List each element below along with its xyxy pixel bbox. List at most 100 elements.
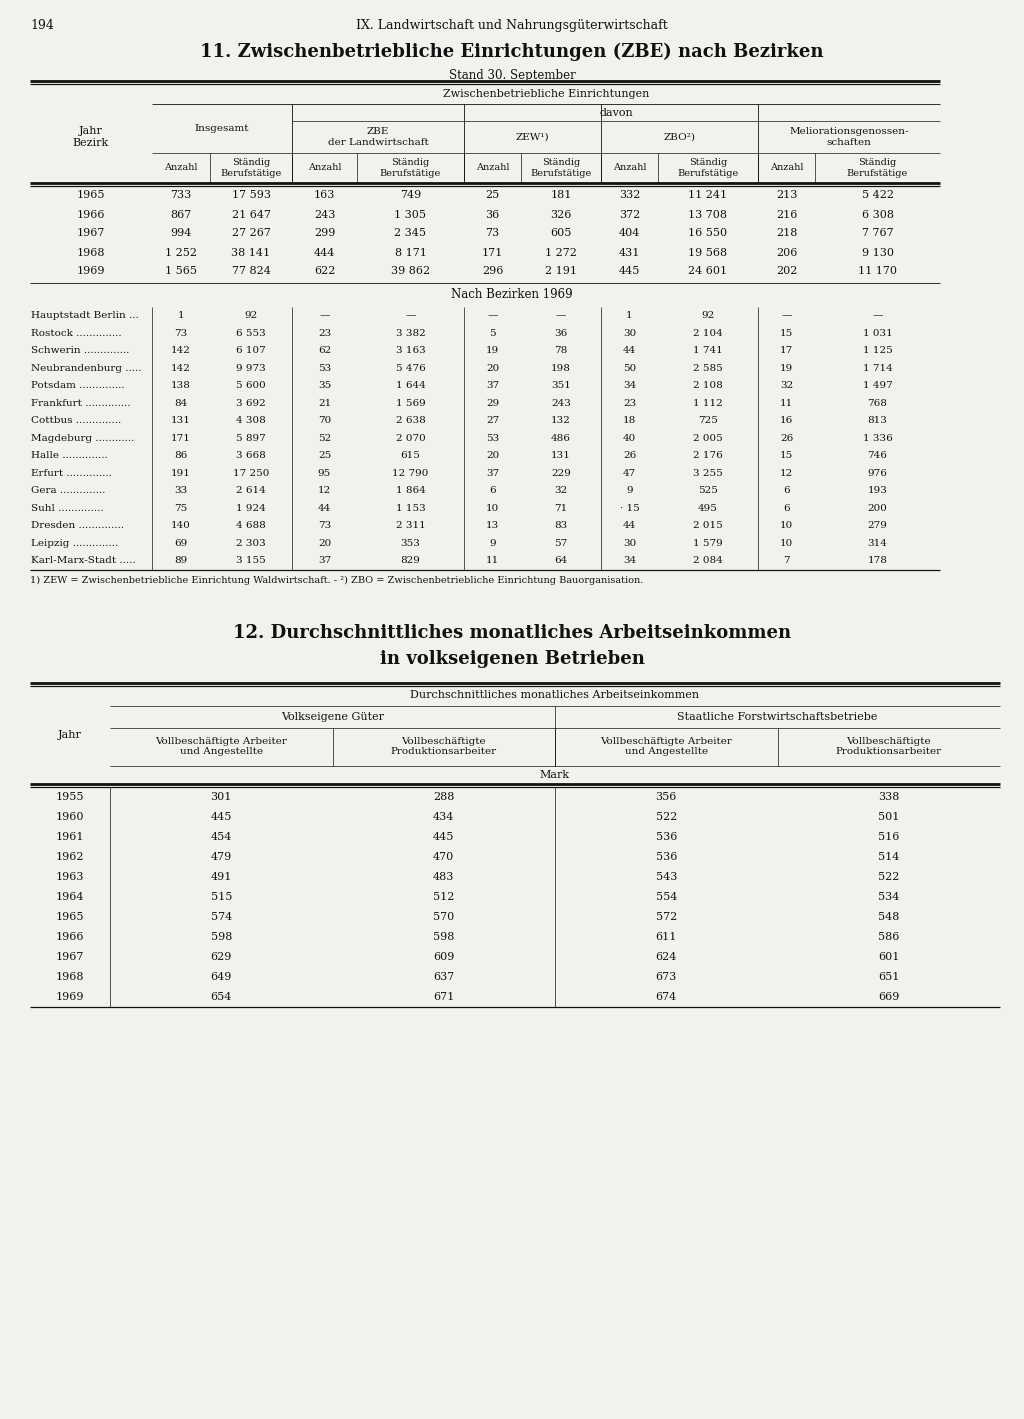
Text: 1 112: 1 112 bbox=[693, 399, 723, 407]
Text: 649: 649 bbox=[211, 972, 232, 982]
Text: 479: 479 bbox=[211, 851, 231, 861]
Text: 516: 516 bbox=[878, 832, 899, 841]
Text: Anzahl: Anzahl bbox=[612, 163, 646, 173]
Text: 17: 17 bbox=[780, 346, 794, 355]
Text: 32: 32 bbox=[554, 487, 567, 495]
Text: 445: 445 bbox=[618, 267, 640, 277]
Text: 2 108: 2 108 bbox=[693, 382, 723, 390]
Text: Jahr: Jahr bbox=[58, 731, 82, 741]
Text: 83: 83 bbox=[554, 521, 567, 531]
Text: 1 252: 1 252 bbox=[165, 247, 197, 257]
Text: 5 476: 5 476 bbox=[395, 363, 425, 373]
Text: 213: 213 bbox=[776, 190, 798, 200]
Text: 431: 431 bbox=[618, 247, 640, 257]
Text: 1968: 1968 bbox=[77, 247, 105, 257]
Text: 1 569: 1 569 bbox=[395, 399, 425, 407]
Text: 18: 18 bbox=[623, 416, 636, 426]
Text: 2 191: 2 191 bbox=[545, 267, 577, 277]
Text: 586: 586 bbox=[878, 931, 899, 941]
Text: 3 382: 3 382 bbox=[395, 329, 425, 338]
Text: ZBE
der Landwirtschaft: ZBE der Landwirtschaft bbox=[328, 128, 428, 146]
Text: 353: 353 bbox=[400, 539, 421, 548]
Text: 10: 10 bbox=[780, 521, 794, 531]
Text: 21 647: 21 647 bbox=[231, 210, 270, 220]
Text: 495: 495 bbox=[698, 504, 718, 512]
Text: 6 107: 6 107 bbox=[237, 346, 266, 355]
Text: 1) ZEW = Zwischenbetriebliche Einrichtung Waldwirtschaft. - ²) ZBO = Zwischenbet: 1) ZEW = Zwischenbetriebliche Einrichtun… bbox=[30, 576, 643, 585]
Text: 2 005: 2 005 bbox=[693, 434, 723, 443]
Text: 2 585: 2 585 bbox=[693, 363, 723, 373]
Text: Magdeburg ............: Magdeburg ............ bbox=[31, 434, 134, 443]
Text: 299: 299 bbox=[313, 228, 335, 238]
Text: 27: 27 bbox=[485, 416, 499, 426]
Text: 624: 624 bbox=[655, 952, 677, 962]
Text: 1967: 1967 bbox=[56, 952, 84, 962]
Text: 193: 193 bbox=[867, 487, 888, 495]
Text: 445: 445 bbox=[433, 832, 455, 841]
Text: Potsdam ..............: Potsdam .............. bbox=[31, 382, 125, 390]
Text: 7 767: 7 767 bbox=[861, 228, 893, 238]
Text: Gera ..............: Gera .............. bbox=[31, 487, 105, 495]
Text: 525: 525 bbox=[698, 487, 718, 495]
Text: 1 714: 1 714 bbox=[862, 363, 892, 373]
Text: 4 308: 4 308 bbox=[237, 416, 266, 426]
Text: 454: 454 bbox=[211, 832, 232, 841]
Text: 50: 50 bbox=[623, 363, 636, 373]
Text: 44: 44 bbox=[623, 346, 636, 355]
Text: 994: 994 bbox=[170, 228, 191, 238]
Text: 669: 669 bbox=[878, 992, 899, 1002]
Text: 522: 522 bbox=[878, 871, 899, 881]
Text: 654: 654 bbox=[211, 992, 232, 1002]
Text: 73: 73 bbox=[317, 521, 331, 531]
Text: 11: 11 bbox=[780, 399, 794, 407]
Text: 1 305: 1 305 bbox=[394, 210, 427, 220]
Text: 206: 206 bbox=[776, 247, 798, 257]
Text: 131: 131 bbox=[171, 416, 190, 426]
Text: 75: 75 bbox=[174, 504, 187, 512]
Text: 243: 243 bbox=[551, 399, 571, 407]
Text: 3 255: 3 255 bbox=[693, 468, 723, 478]
Text: 5: 5 bbox=[489, 329, 496, 338]
Text: 71: 71 bbox=[554, 504, 567, 512]
Text: 62: 62 bbox=[317, 346, 331, 355]
Text: Suhl ..............: Suhl .............. bbox=[31, 504, 103, 512]
Text: 202: 202 bbox=[776, 267, 798, 277]
Text: 332: 332 bbox=[618, 190, 640, 200]
Text: 404: 404 bbox=[618, 228, 640, 238]
Text: 674: 674 bbox=[655, 992, 677, 1002]
Text: 19 568: 19 568 bbox=[688, 247, 728, 257]
Text: 78: 78 bbox=[554, 346, 567, 355]
Text: 7: 7 bbox=[783, 556, 790, 565]
Text: 543: 543 bbox=[655, 871, 677, 881]
Text: 1 864: 1 864 bbox=[395, 487, 425, 495]
Text: 191: 191 bbox=[171, 468, 190, 478]
Text: 13: 13 bbox=[485, 521, 499, 531]
Text: —: — bbox=[319, 311, 330, 321]
Text: 163: 163 bbox=[313, 190, 335, 200]
Text: 534: 534 bbox=[878, 891, 899, 901]
Text: 142: 142 bbox=[171, 363, 190, 373]
Text: 1960: 1960 bbox=[55, 812, 84, 822]
Text: 23: 23 bbox=[317, 329, 331, 338]
Text: · 15: · 15 bbox=[620, 504, 639, 512]
Text: Ständig
Berufstätige: Ständig Berufstätige bbox=[530, 159, 592, 177]
Text: 2 104: 2 104 bbox=[693, 329, 723, 338]
Text: 15: 15 bbox=[780, 329, 794, 338]
Text: Schwerin ..............: Schwerin .............. bbox=[31, 346, 129, 355]
Text: 1 741: 1 741 bbox=[693, 346, 723, 355]
Text: 522: 522 bbox=[655, 812, 677, 822]
Text: 47: 47 bbox=[623, 468, 636, 478]
Text: 5 897: 5 897 bbox=[237, 434, 266, 443]
Text: 445: 445 bbox=[211, 812, 232, 822]
Text: 21: 21 bbox=[317, 399, 331, 407]
Text: 25: 25 bbox=[317, 451, 331, 460]
Text: 651: 651 bbox=[878, 972, 899, 982]
Text: 1964: 1964 bbox=[55, 891, 84, 901]
Text: 1 644: 1 644 bbox=[395, 382, 425, 390]
Text: 37: 37 bbox=[317, 556, 331, 565]
Text: 198: 198 bbox=[551, 363, 571, 373]
Text: 2 084: 2 084 bbox=[693, 556, 723, 565]
Text: Insgesamt: Insgesamt bbox=[195, 123, 249, 133]
Text: 17 250: 17 250 bbox=[232, 468, 269, 478]
Text: 444: 444 bbox=[313, 247, 335, 257]
